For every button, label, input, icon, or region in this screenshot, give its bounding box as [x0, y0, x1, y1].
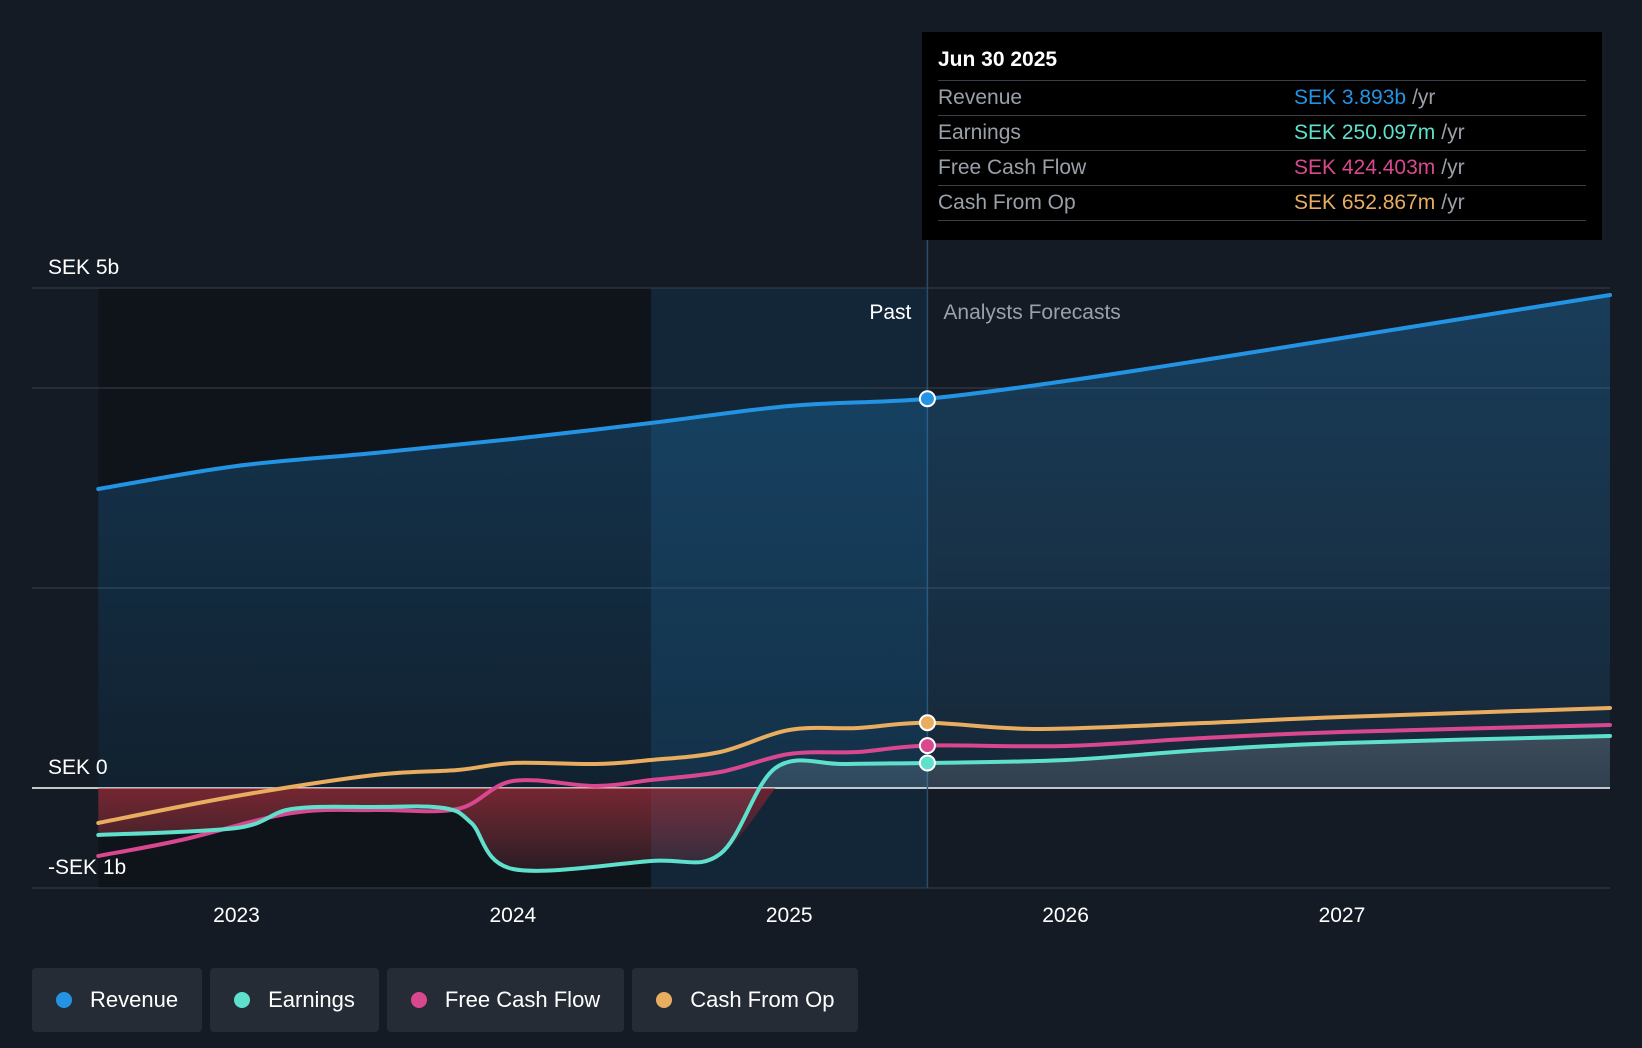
- earnings-area: [98, 736, 1610, 871]
- legend-item-revenue[interactable]: Revenue: [32, 968, 203, 1032]
- x-tick-label: 2027: [1319, 904, 1366, 927]
- legend-label: Earnings: [268, 987, 355, 1012]
- y-tick-label: SEK 5b: [48, 256, 119, 279]
- legend-item-earnings[interactable]: Earnings: [210, 968, 379, 1032]
- cash-from-op-line: [96, 706, 1612, 825]
- tooltip-value: SEK 424.403m: [1294, 156, 1436, 179]
- tooltip-unit: /yr: [1441, 156, 1465, 179]
- free-cash-flow-marker: [918, 737, 936, 755]
- tooltip-row-cash-from-op: Cash From Op SEK 652.867m /yr: [938, 186, 1586, 221]
- negative-area: [98, 788, 776, 871]
- legend-item-free-cash-flow[interactable]: Free Cash Flow: [386, 968, 625, 1032]
- tooltip-row-earnings: Earnings SEK 250.097m /yr: [938, 116, 1586, 151]
- tooltip-label: Earnings: [938, 121, 1021, 144]
- legend-dot-icon: [56, 992, 72, 1008]
- tooltip-value: SEK 250.097m: [1294, 121, 1436, 144]
- forecast-label: Analysts Forecasts: [943, 301, 1120, 324]
- x-tick-label: 2025: [766, 904, 813, 927]
- free-cash-flow-line: [96, 723, 1612, 858]
- tooltip-unit: /yr: [1412, 86, 1436, 109]
- legend-label: Revenue: [90, 987, 179, 1012]
- legend: Revenue Earnings Free Cash Flow Cash Fro…: [32, 968, 859, 1032]
- tooltip-row-free-cash-flow: Free Cash Flow SEK 424.403m /yr: [938, 151, 1586, 186]
- tooltip-unit: /yr: [1441, 191, 1465, 214]
- x-tick-label: 2023: [213, 904, 260, 927]
- legend-dot-icon: [656, 992, 673, 1008]
- tooltip-label: Cash From Op: [938, 191, 1076, 214]
- tooltip-row-revenue: Revenue SEK 3.893b /yr: [938, 81, 1586, 116]
- tooltip-value: SEK 3.893b: [1294, 86, 1407, 109]
- legend-dot-icon: [234, 992, 251, 1008]
- legend-label: Cash From Op: [690, 987, 835, 1012]
- y-tick-label: SEK 0: [48, 756, 108, 779]
- legend-dot-icon: [410, 992, 427, 1008]
- tooltip-value: SEK 652.867m: [1294, 191, 1436, 214]
- revenue-line: [96, 293, 1612, 491]
- earnings-line: [96, 734, 1612, 873]
- x-tick-label: 2026: [1042, 904, 1089, 927]
- tooltip: Jun 30 2025 Revenue SEK 3.893b /yr Earni…: [922, 32, 1602, 240]
- tooltip-unit: /yr: [1441, 121, 1465, 144]
- legend-label: Free Cash Flow: [444, 987, 601, 1012]
- y-tick-label: -SEK 1b: [48, 856, 126, 879]
- earnings-marker: [918, 754, 936, 772]
- past-label: Past: [869, 301, 911, 324]
- revenue-marker: [918, 390, 936, 408]
- cash-from-op-marker: [918, 714, 936, 732]
- tooltip-label: Revenue: [938, 86, 1023, 109]
- tooltip-date: Jun 30 2025: [938, 46, 1586, 81]
- x-tick-label: 2024: [490, 904, 537, 927]
- legend-item-cash-from-op[interactable]: Cash From Op: [632, 968, 859, 1032]
- tooltip-label: Free Cash Flow: [938, 156, 1087, 179]
- revenue-area: [98, 295, 1610, 788]
